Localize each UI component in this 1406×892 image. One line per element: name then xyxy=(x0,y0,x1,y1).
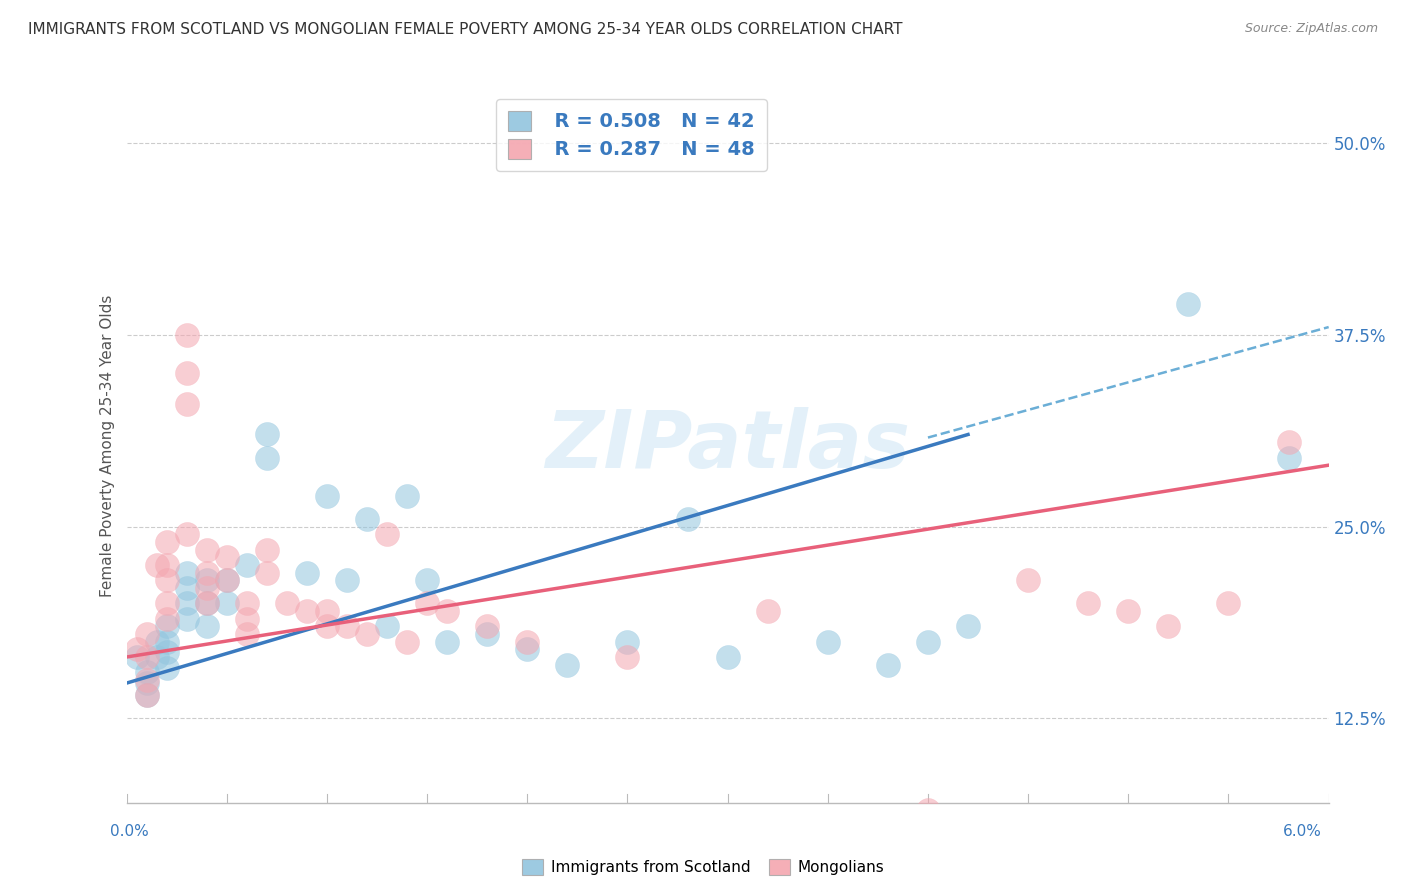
Point xyxy=(436,634,458,648)
Point xyxy=(125,642,148,657)
Point xyxy=(1017,574,1039,588)
Point xyxy=(215,574,238,588)
Point xyxy=(1077,596,1099,610)
Point xyxy=(877,657,900,672)
Point xyxy=(957,619,980,633)
Point xyxy=(356,627,378,641)
Point xyxy=(256,427,278,442)
Point xyxy=(195,619,218,633)
Point xyxy=(1157,619,1180,633)
Point xyxy=(176,527,198,541)
Point xyxy=(195,542,218,557)
Text: IMMIGRANTS FROM SCOTLAND VS MONGOLIAN FEMALE POVERTY AMONG 25-34 YEAR OLDS CORRE: IMMIGRANTS FROM SCOTLAND VS MONGOLIAN FE… xyxy=(28,22,903,37)
Point xyxy=(195,581,218,595)
Text: Source: ZipAtlas.com: Source: ZipAtlas.com xyxy=(1244,22,1378,36)
Point xyxy=(155,634,177,648)
Point xyxy=(135,689,157,703)
Point xyxy=(1177,297,1199,311)
Point xyxy=(215,574,238,588)
Point xyxy=(917,634,939,648)
Point xyxy=(155,661,177,675)
Point xyxy=(195,574,218,588)
Y-axis label: Female Poverty Among 25-34 Year Olds: Female Poverty Among 25-34 Year Olds xyxy=(100,295,115,597)
Point xyxy=(315,604,337,618)
Point xyxy=(135,650,157,665)
Point xyxy=(135,689,157,703)
Point xyxy=(475,627,498,641)
Point xyxy=(436,604,458,618)
Point xyxy=(135,673,157,687)
Point xyxy=(1277,450,1299,465)
Point xyxy=(396,489,419,503)
Point xyxy=(176,397,198,411)
Point xyxy=(475,619,498,633)
Point xyxy=(135,627,157,641)
Point xyxy=(145,650,167,665)
Point xyxy=(195,596,218,610)
Point xyxy=(356,512,378,526)
Point xyxy=(155,574,177,588)
Point xyxy=(276,596,298,610)
Point xyxy=(616,650,638,665)
Legend:   R = 0.508   N = 42,   R = 0.287   N = 48: R = 0.508 N = 42, R = 0.287 N = 48 xyxy=(496,99,766,171)
Point xyxy=(155,558,177,572)
Point xyxy=(235,627,259,641)
Point xyxy=(555,657,579,672)
Point xyxy=(336,619,359,633)
Point xyxy=(917,804,939,818)
Point xyxy=(155,596,177,610)
Text: ZIPatlas: ZIPatlas xyxy=(546,407,910,485)
Point xyxy=(195,566,218,580)
Point xyxy=(416,574,439,588)
Point xyxy=(676,811,699,825)
Point xyxy=(295,566,318,580)
Text: 6.0%: 6.0% xyxy=(1282,824,1322,838)
Point xyxy=(235,596,259,610)
Point xyxy=(676,512,699,526)
Point xyxy=(295,604,318,618)
Point xyxy=(135,665,157,680)
Text: 0.0%: 0.0% xyxy=(110,824,149,838)
Point xyxy=(336,574,359,588)
Point xyxy=(235,612,259,626)
Point xyxy=(375,527,398,541)
Point xyxy=(176,612,198,626)
Point xyxy=(396,634,419,648)
Point xyxy=(817,634,839,648)
Point xyxy=(155,619,177,633)
Point xyxy=(716,650,740,665)
Point xyxy=(235,558,259,572)
Point xyxy=(756,604,779,618)
Point xyxy=(1218,596,1240,610)
Point xyxy=(315,619,337,633)
Point xyxy=(256,542,278,557)
Point xyxy=(256,566,278,580)
Point xyxy=(215,550,238,565)
Point xyxy=(155,612,177,626)
Point xyxy=(125,650,148,665)
Point xyxy=(176,596,198,610)
Point xyxy=(256,450,278,465)
Point xyxy=(176,566,198,580)
Point xyxy=(155,535,177,549)
Point xyxy=(315,489,337,503)
Point xyxy=(375,619,398,633)
Point xyxy=(215,596,238,610)
Point xyxy=(1277,435,1299,450)
Point xyxy=(195,596,218,610)
Point xyxy=(135,676,157,690)
Point xyxy=(145,558,167,572)
Point xyxy=(516,634,538,648)
Point xyxy=(155,645,177,659)
Point xyxy=(1118,604,1140,618)
Point xyxy=(416,596,439,610)
Point xyxy=(176,581,198,595)
Point xyxy=(176,327,198,342)
Point xyxy=(616,634,638,648)
Point xyxy=(176,366,198,380)
Point xyxy=(145,634,167,648)
Legend: Immigrants from Scotland, Mongolians: Immigrants from Scotland, Mongolians xyxy=(516,854,890,881)
Point xyxy=(516,642,538,657)
